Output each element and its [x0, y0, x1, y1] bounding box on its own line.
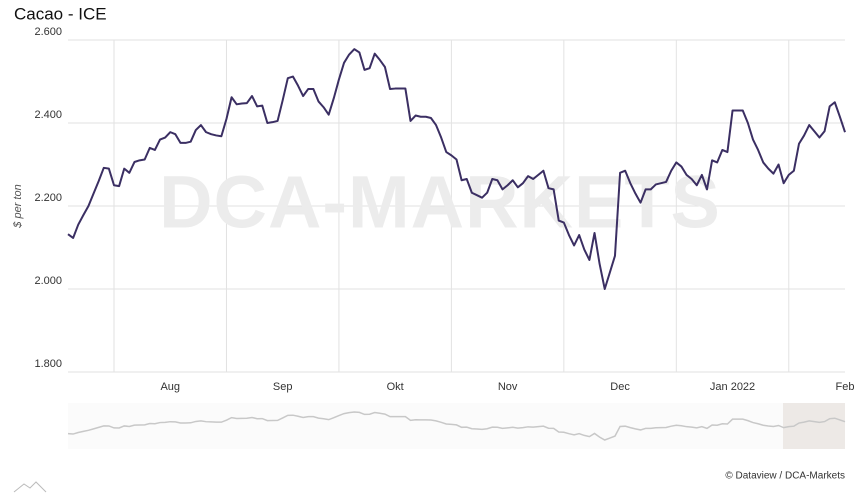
y-tick-label: 2.600	[34, 26, 62, 38]
y-tick-label: 2.200	[34, 192, 62, 204]
x-tick-label: Jan 2022	[710, 381, 755, 393]
navigator-line	[67, 411, 846, 441]
y-axis-label: $ per ton	[12, 184, 24, 228]
x-tick-label: Feb	[836, 381, 855, 393]
x-tick-label: Aug	[160, 381, 180, 393]
x-tick-label: Dec	[610, 381, 630, 393]
logo	[13, 481, 47, 493]
y-tick-label: 2.000	[34, 275, 62, 287]
y-tick-label: 1.800	[34, 358, 62, 370]
navigator	[68, 403, 845, 449]
y-tick-label: 2.400	[34, 109, 62, 121]
x-tick-label: Sep	[273, 381, 293, 393]
credit: © Dataview / DCA-Markets	[725, 471, 845, 482]
price-line	[67, 48, 846, 290]
x-tick-label: Nov	[498, 381, 518, 393]
watermark: DCA-MARKETS	[159, 161, 721, 244]
chart-title: Cacao - ICE	[14, 4, 107, 23]
x-tick-label: Okt	[387, 381, 404, 393]
